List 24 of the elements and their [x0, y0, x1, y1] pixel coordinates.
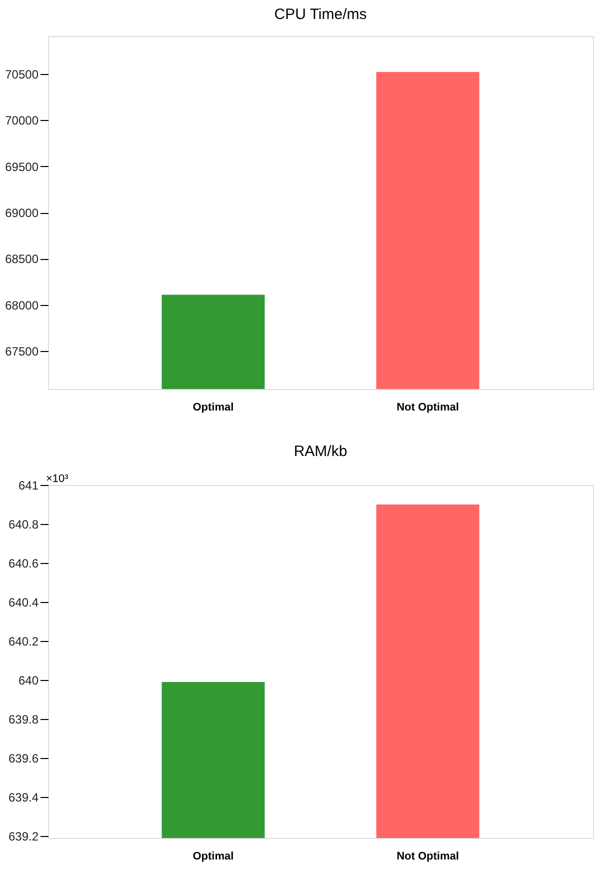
chart-title: CPU Time/ms	[274, 6, 367, 23]
y-tick-label: 68500	[5, 252, 39, 266]
y-tick-label: 640.8	[8, 518, 39, 532]
y-tick-label: 68000	[5, 298, 39, 312]
y-tick-label: 640.2	[8, 634, 39, 649]
y-tick-label: 69500	[5, 160, 39, 174]
chart-title: RAM/kb	[294, 443, 348, 460]
y-tick-label: 639.6	[8, 752, 39, 766]
y-tick-label: 69000	[5, 206, 39, 220]
y-tick-label: 640	[18, 674, 39, 688]
y-tick-label: 639.2	[8, 830, 39, 844]
x-tick-label: Not Optimal	[396, 850, 459, 862]
x-tick-label: Not Optimal	[396, 402, 459, 414]
x-tick-label: Optimal	[192, 850, 234, 862]
y-tick-label: 639.8	[8, 712, 39, 727]
y-tick-label: 640.6	[8, 556, 39, 571]
y-tick-label: 70500	[5, 67, 39, 82]
x-tick-label: Optimal	[192, 402, 234, 414]
text: ×10³	[46, 473, 69, 485]
y-tick-label: 70000	[5, 114, 39, 128]
y-tick-label: 641	[18, 478, 39, 492]
y-tick-label: 640.4	[8, 596, 39, 610]
y-tick-label: 67500	[5, 344, 39, 359]
y-tick-label: 639.4	[8, 790, 39, 805]
